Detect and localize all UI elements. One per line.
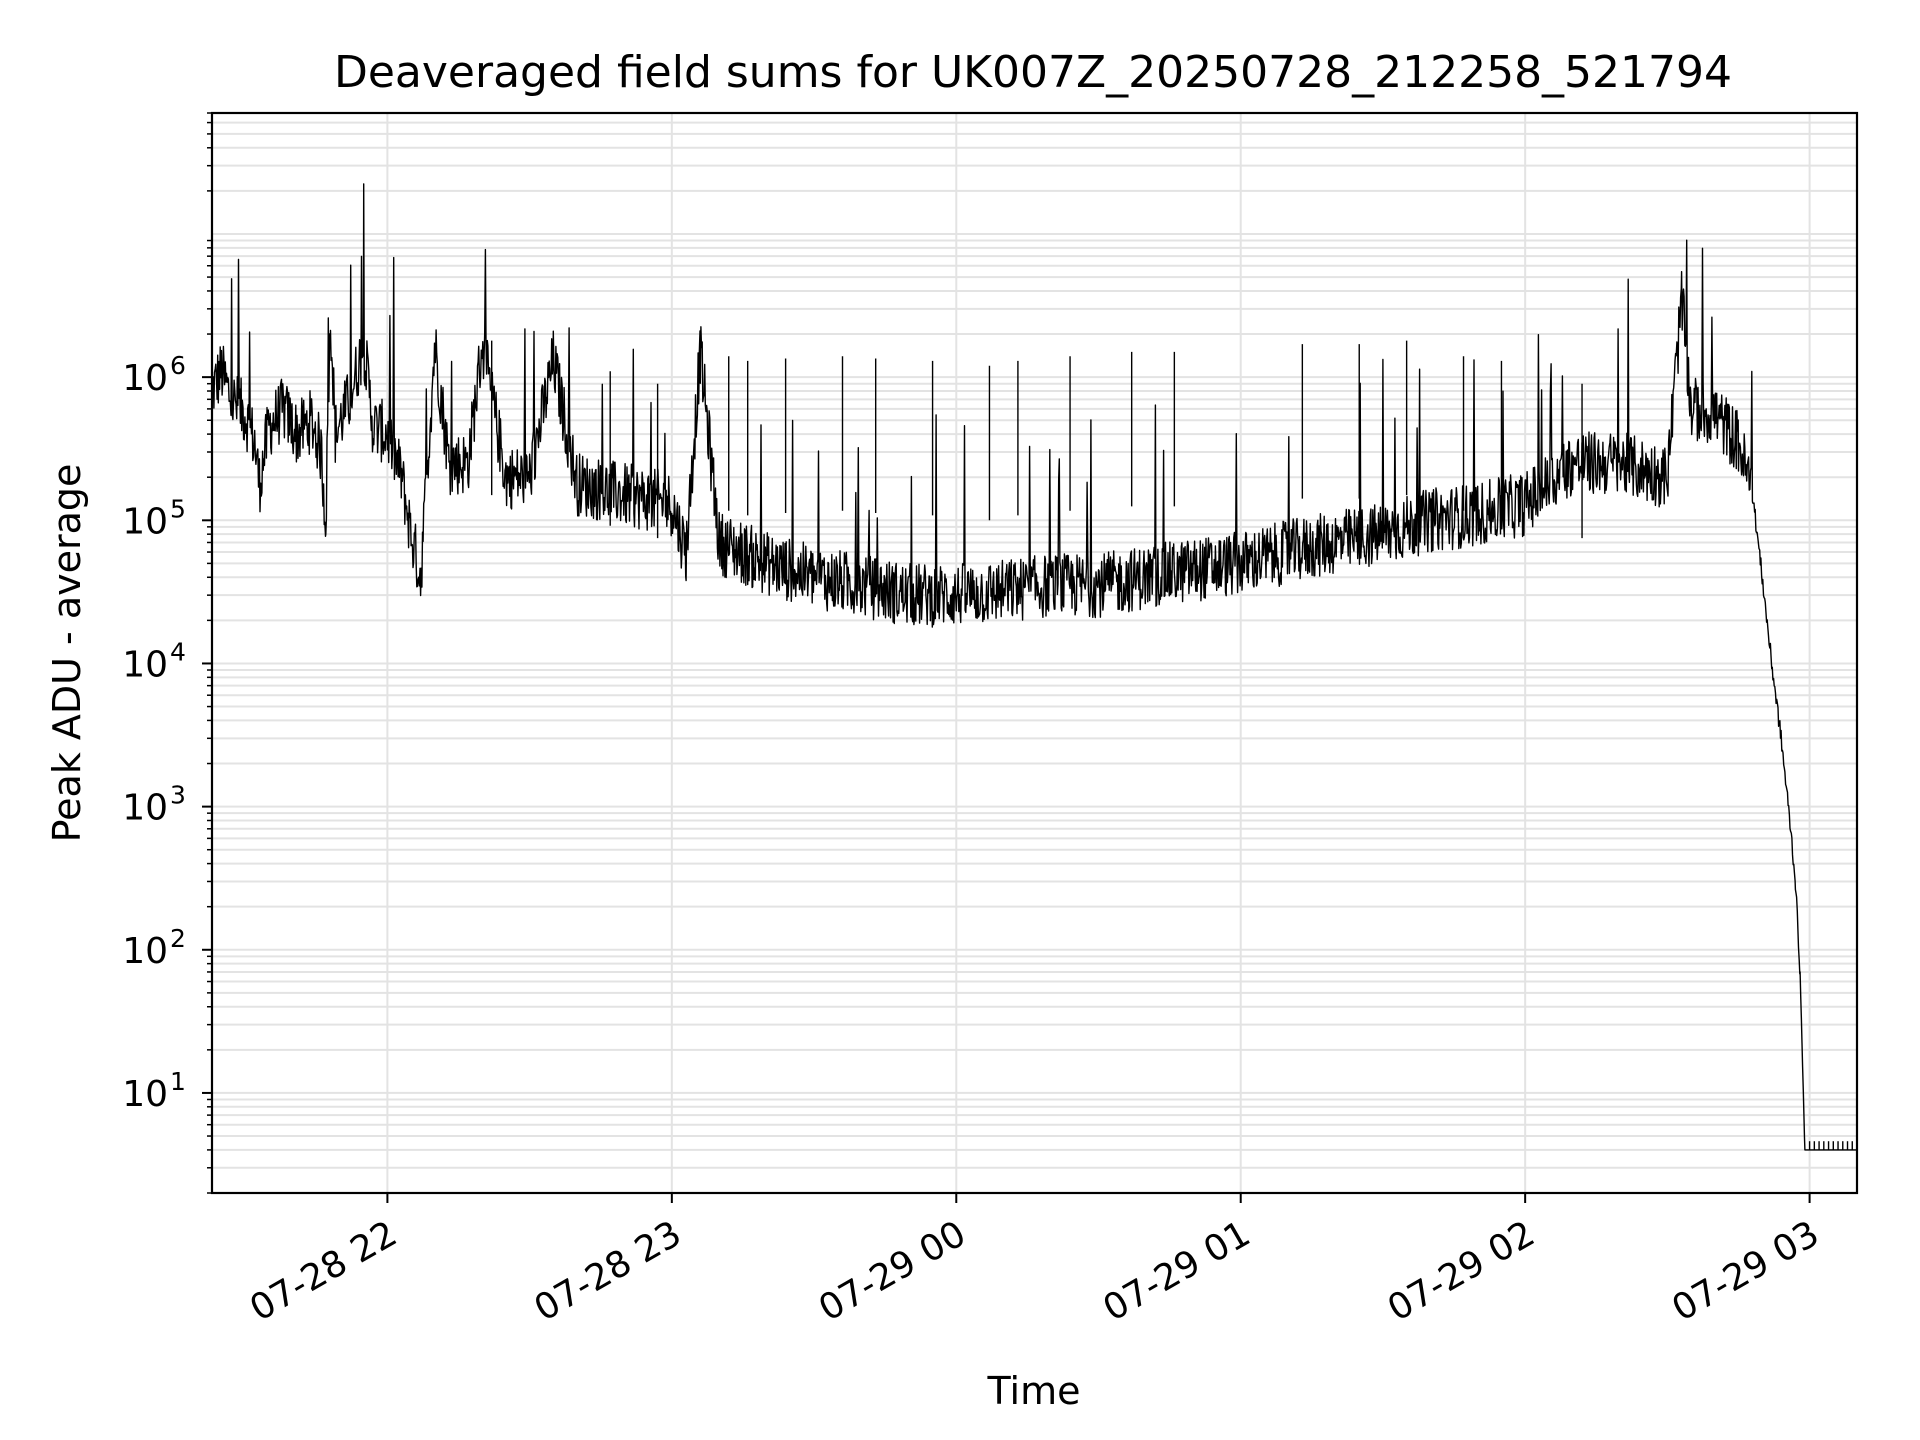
y-axis-label: Peak ADU - average (45, 464, 89, 843)
y-tick-exponent: 3 (170, 781, 186, 810)
data-line-layer (211, 183, 1858, 1151)
y-tick-label: 10 (122, 644, 168, 685)
plot-frame (210, 111, 1859, 1195)
y-tick-label: 10 (122, 931, 168, 972)
x-axis-label: Time (987, 1369, 1081, 1413)
y-tick-exponent: 5 (170, 494, 186, 523)
y-tick-exponent: 1 (170, 1067, 186, 1096)
y-tick-exponent: 6 (170, 351, 186, 380)
y-tick-label: 10 (122, 501, 168, 542)
y-tick-label: 10 (122, 358, 168, 399)
series-line (211, 183, 1858, 1151)
y-tick-label: 10 (122, 788, 168, 829)
y-tick-exponent: 4 (170, 637, 186, 666)
chart-title: Deaveraged field sums for UK007Z_2025072… (334, 47, 1732, 98)
y-tick-label: 10 (122, 1074, 168, 1115)
y-tick-exponent: 2 (170, 924, 186, 953)
